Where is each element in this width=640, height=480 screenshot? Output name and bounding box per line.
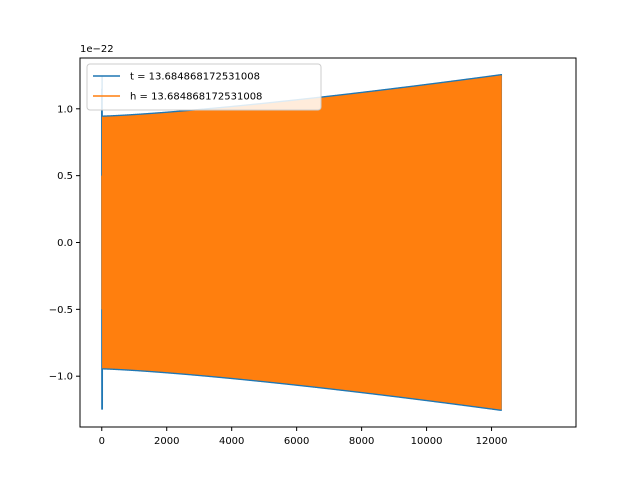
legend-label-1: t = 13.684868172531008 bbox=[130, 72, 260, 83]
legend-label-2: h = 13.684868172531008 bbox=[130, 92, 262, 103]
y-tick-label: 0.5 bbox=[57, 171, 73, 182]
y-tick-label: −0.5 bbox=[49, 305, 73, 316]
x-tick-label: 12000 bbox=[476, 436, 508, 447]
y-tick-label: 1.0 bbox=[57, 104, 73, 115]
y-tick-label: −1.0 bbox=[49, 372, 73, 383]
x-tick-label: 2000 bbox=[154, 436, 179, 447]
x-tick-label: 10000 bbox=[411, 436, 443, 447]
series-line-2 bbox=[101, 75, 502, 410]
x-tick-label: 8000 bbox=[349, 436, 374, 447]
x-tick-label: 0 bbox=[99, 436, 105, 447]
plot-area bbox=[101, 74, 503, 411]
legend: t = 13.684868172531008 h = 13.68486817253… bbox=[86, 63, 322, 111]
offset-label: 1e−22 bbox=[80, 44, 114, 55]
x-tick-label: 6000 bbox=[284, 436, 309, 447]
legend-box bbox=[86, 63, 322, 111]
x-tick-label: 4000 bbox=[219, 436, 244, 447]
x-axis: 0 2000 4000 6000 8000 10000 12000 bbox=[99, 427, 508, 447]
y-axis: −1.0 −0.5 0.0 0.5 1.0 bbox=[49, 104, 80, 383]
y-tick-label: 0.0 bbox=[57, 238, 73, 249]
